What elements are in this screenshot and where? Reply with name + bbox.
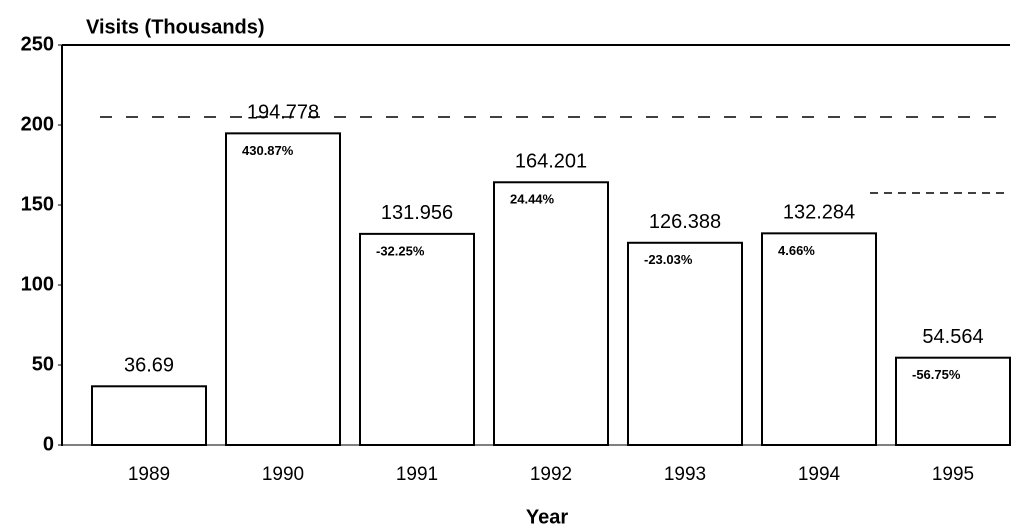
value-label: 36.69	[124, 355, 174, 377]
value-label: 54.564	[922, 326, 983, 348]
bar	[627, 241, 743, 446]
change-label: 4.66%	[778, 243, 815, 258]
change-label: -23.03%	[644, 252, 693, 267]
chart-title: Visits (Thousands)	[86, 16, 265, 38]
y-tick-label: 0	[43, 433, 54, 455]
y-tick-label: 250	[21, 33, 54, 55]
change-label: -56.75%	[912, 367, 961, 382]
x-tick-label: 1992	[530, 464, 572, 485]
bar	[895, 356, 1011, 446]
x-axis-title: Year	[526, 506, 568, 528]
y-tick-label: 150	[21, 193, 54, 215]
x-tick-label: 1993	[664, 464, 706, 485]
bar	[493, 181, 609, 446]
value-label: 131.956	[381, 202, 453, 224]
value-label: 194.778	[247, 102, 319, 124]
bar	[225, 132, 341, 446]
x-tick-label: 1994	[798, 464, 841, 485]
y-tick-label: 100	[21, 273, 54, 295]
bar	[91, 385, 207, 446]
x-tick-label: 1995	[932, 464, 974, 485]
value-label: 164.201	[515, 151, 587, 173]
change-label: 24.44%	[510, 192, 555, 207]
x-tick-label: 1989	[128, 464, 170, 485]
x-tick-label: 1991	[396, 464, 438, 485]
change-label: 430.87%	[242, 143, 294, 158]
y-tick-label: 200	[21, 113, 54, 135]
value-label: 132.284	[783, 202, 855, 224]
y-tick-label: 50	[32, 353, 54, 375]
value-label: 126.388	[649, 211, 721, 233]
bar	[359, 232, 475, 446]
change-label: -32.25%	[376, 243, 425, 258]
x-tick-label: 1990	[262, 464, 304, 485]
bar	[761, 232, 877, 446]
